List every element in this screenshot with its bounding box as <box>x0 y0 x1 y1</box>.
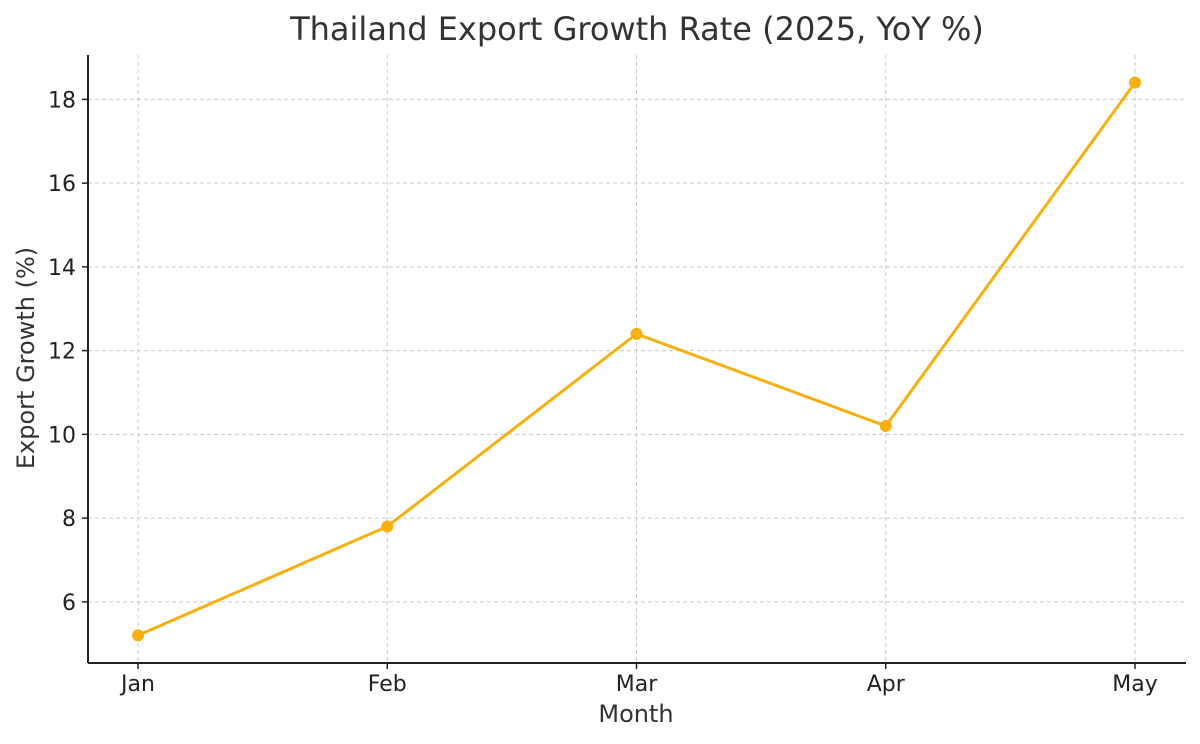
data-point <box>1129 76 1141 89</box>
data-point <box>879 419 892 432</box>
x-ticks: Jan Feb Mar Apr May <box>119 663 1158 697</box>
y-tick-label: 12 <box>48 340 76 365</box>
y-ticks: 6 8 10 12 14 16 18 <box>48 88 88 616</box>
y-tick-label: 6 <box>62 591 76 616</box>
series-layer <box>132 76 1141 642</box>
y-axis-label: Export Growth (%) <box>12 247 40 469</box>
data-point <box>381 520 394 533</box>
data-point <box>132 629 144 642</box>
chart-title: Thailand Export Growth Rate (2025, YoY %… <box>289 10 984 48</box>
y-tick-label: 16 <box>48 172 76 197</box>
y-tick-label: 14 <box>48 256 76 281</box>
x-tick-label: Apr <box>867 672 906 697</box>
x-tick-label: Jan <box>119 672 155 697</box>
y-tick-label: 8 <box>62 507 76 532</box>
y-tick-label: 10 <box>48 423 76 448</box>
x-tick-label: Feb <box>368 672 407 697</box>
x-axis-label: Month <box>598 700 673 728</box>
x-tick-label: Mar <box>616 672 658 697</box>
x-tick-label: May <box>1112 672 1157 697</box>
grid <box>88 55 1186 663</box>
y-tick-label: 18 <box>48 88 76 113</box>
data-point <box>630 327 643 340</box>
